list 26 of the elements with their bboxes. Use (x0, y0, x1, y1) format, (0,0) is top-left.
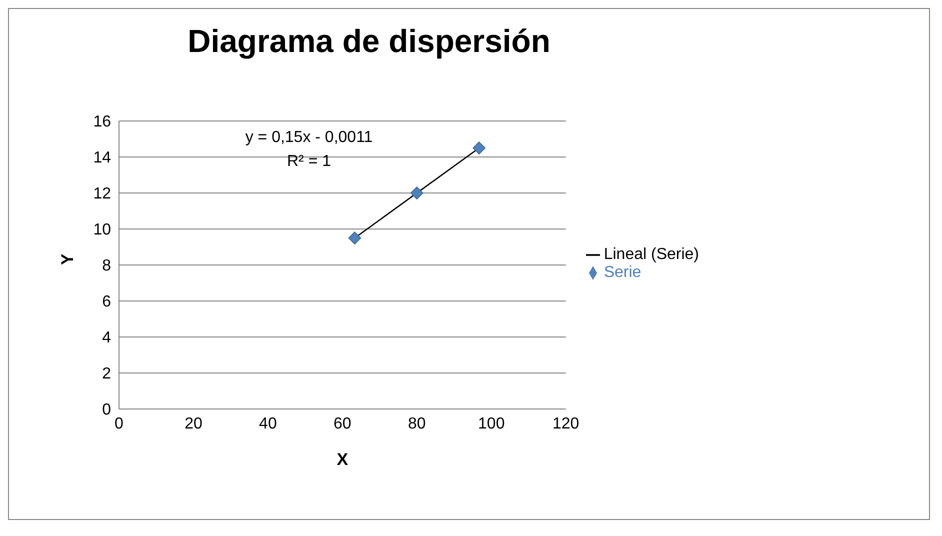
x-tick-label: 0 (114, 415, 124, 432)
x-tick-label: 80 (408, 415, 426, 432)
y-tick-label: 0 (102, 402, 112, 419)
legend-label: Lineal (Serie) (604, 246, 699, 263)
x-tick-label: 100 (478, 415, 505, 432)
annotation: y = 0,15x - 0,0011 (244, 129, 374, 147)
y-tick-label: 16 (93, 114, 112, 131)
x-tick-label: 120 (552, 415, 580, 432)
y-tick-label: 10 (93, 222, 112, 239)
legend-label: Serie (604, 264, 642, 281)
y-tick-label: 8 (102, 258, 112, 275)
x-tick-label: 60 (334, 415, 352, 432)
y-tick-label: 12 (93, 186, 112, 203)
point (410, 186, 424, 200)
x-tick-label: 20 (184, 415, 202, 432)
point (472, 142, 486, 154)
chart-title: Diagrama de dispersión (186, 23, 552, 60)
point (348, 232, 362, 244)
annotation: R² = 1 (286, 153, 332, 171)
y-axis-title: Y (58, 253, 78, 265)
y-tick-label: 4 (102, 330, 112, 347)
y-tick-label: 6 (102, 294, 112, 311)
y-tick-label: 14 (93, 150, 112, 167)
x-tick-label: 40 (259, 415, 277, 432)
x-axis-title: X (336, 450, 349, 469)
y-tick-label: 2 (102, 366, 112, 383)
